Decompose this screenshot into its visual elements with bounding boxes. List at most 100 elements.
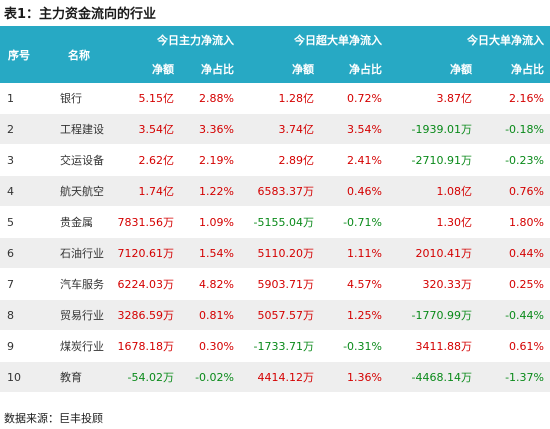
row-seq: 7 [0, 268, 40, 300]
table-row: 4 航天航空 1.74亿 1.22% 6583.37万 0.46% 1.08亿 0.76% [0, 175, 550, 207]
header-main-net-amount: 净额 [108, 54, 180, 83]
cell-super-large-net-amount: -1733.71万 [240, 330, 320, 362]
header-large-net-amount: 净额 [388, 54, 478, 83]
cell-super-large-net-amount: 5110.20万 [240, 237, 320, 269]
row-industry-name: 银行 [40, 83, 108, 114]
cell-large-net-ratio: 0.76% [478, 175, 550, 207]
cell-super-large-net-ratio: 1.11% [320, 237, 388, 269]
row-seq: 2 [0, 113, 40, 145]
row-seq: 10 [0, 361, 40, 393]
header-group-super-large-inflow: 今日超大单净流入 [240, 26, 388, 54]
row-seq: 6 [0, 237, 40, 269]
header-group-large-inflow: 今日大单净流入 [388, 26, 550, 54]
row-industry-name: 工程建设 [40, 113, 108, 145]
cell-super-large-net-amount: 4414.12万 [240, 361, 320, 393]
cell-main-net-ratio: 1.54% [180, 237, 240, 269]
table-row: 8 贸易行业 3286.59万 0.81% 5057.57万 1.25% -1770.99万… [0, 299, 550, 331]
cell-large-net-ratio: 0.44% [478, 237, 550, 269]
cell-large-net-amount: -1939.01万 [388, 113, 478, 145]
cell-super-large-net-ratio: 3.54% [320, 113, 388, 145]
cell-super-large-net-ratio: 1.36% [320, 361, 388, 393]
cell-large-net-ratio: -1.37% [478, 361, 550, 393]
header-name: 名称 [40, 26, 108, 83]
cell-super-large-net-amount: -5155.04万 [240, 206, 320, 238]
cell-super-large-net-ratio: -0.31% [320, 330, 388, 362]
cell-main-net-ratio: 2.19% [180, 144, 240, 176]
cell-large-net-amount: 3.87亿 [388, 83, 478, 114]
row-seq: 3 [0, 144, 40, 176]
cell-main-net-ratio: 1.22% [180, 175, 240, 207]
table-row: 6 石油行业 7120.61万 1.54% 5110.20万 1.11% 2010.41万 0… [0, 237, 550, 269]
header-large-net-ratio: 净占比 [478, 54, 550, 83]
cell-main-net-amount: 3286.59万 [108, 299, 180, 331]
cell-large-net-amount: -4468.14万 [388, 361, 478, 393]
cell-main-net-ratio: -0.02% [180, 361, 240, 393]
row-seq: 5 [0, 206, 40, 238]
cell-large-net-amount: -1770.99万 [388, 299, 478, 331]
data-source-note: 数据来源：巨丰投顾 [4, 412, 103, 425]
header-seq: 序号 [0, 26, 40, 83]
cell-super-large-net-amount: 5057.57万 [240, 299, 320, 331]
table-header-sub-row: 净额 净占比 净额 净占比 净额 净占比 [0, 54, 550, 83]
cell-large-net-amount: 3411.88万 [388, 330, 478, 362]
row-industry-name: 石油行业 [40, 237, 108, 269]
cell-super-large-net-amount: 1.28亿 [240, 83, 320, 114]
industry-fund-flow-table: 序号 名称 今日主力净流入 今日超大单净流入 今日大单净流入 净额 净占比 净额… [0, 26, 550, 393]
table-header-group-row: 序号 名称 今日主力净流入 今日超大单净流入 今日大单净流入 [0, 26, 550, 83]
cell-large-net-ratio: 1.80% [478, 206, 550, 238]
cell-main-net-ratio: 3.36% [180, 113, 240, 145]
table-row: 1 银行 5.15亿 2.88% 1.28亿 0.72% 3.87亿 2.16% [0, 83, 550, 114]
header-super-large-net-amount: 净额 [240, 54, 320, 83]
cell-main-net-amount: 2.62亿 [108, 144, 180, 176]
table-row: 2 工程建设 3.54亿 3.36% 3.74亿 3.54% -1939.01万 -0.18% [0, 113, 550, 145]
row-industry-name: 航天航空 [40, 175, 108, 207]
cell-super-large-net-ratio: 0.46% [320, 175, 388, 207]
cell-super-large-net-amount: 6583.37万 [240, 175, 320, 207]
cell-large-net-amount: 320.33万 [388, 268, 478, 300]
cell-large-net-ratio: -0.23% [478, 144, 550, 176]
cell-main-net-amount: 1678.18万 [108, 330, 180, 362]
cell-main-net-ratio: 1.09% [180, 206, 240, 238]
cell-super-large-net-ratio: 1.25% [320, 299, 388, 331]
cell-super-large-net-ratio: -0.71% [320, 206, 388, 238]
cell-large-net-amount: -2710.91万 [388, 144, 478, 176]
cell-main-net-ratio: 0.30% [180, 330, 240, 362]
row-industry-name: 汽车服务 [40, 268, 108, 300]
row-seq: 4 [0, 175, 40, 207]
table-row: 5 贵金属 7831.56万 1.09% -5155.04万 -0.71% 1.30亿 1.8… [0, 206, 550, 238]
cell-main-net-amount: -54.02万 [108, 361, 180, 393]
row-seq: 1 [0, 83, 40, 114]
cell-super-large-net-amount: 2.89亿 [240, 144, 320, 176]
cell-main-net-amount: 6224.03万 [108, 268, 180, 300]
cell-main-net-ratio: 0.81% [180, 299, 240, 331]
row-industry-name: 贵金属 [40, 206, 108, 238]
cell-large-net-ratio: 0.61% [478, 330, 550, 362]
row-seq: 8 [0, 299, 40, 331]
row-industry-name: 煤炭行业 [40, 330, 108, 362]
table-row: 9 煤炭行业 1678.18万 0.30% -1733.71万 -0.31% 3411.88… [0, 330, 550, 362]
cell-main-net-amount: 3.54亿 [108, 113, 180, 145]
cell-main-net-ratio: 4.82% [180, 268, 240, 300]
cell-super-large-net-amount: 3.74亿 [240, 113, 320, 145]
cell-super-large-net-amount: 5903.71万 [240, 268, 320, 300]
cell-large-net-amount: 1.08亿 [388, 175, 478, 207]
cell-main-net-amount: 7831.56万 [108, 206, 180, 238]
cell-main-net-ratio: 2.88% [180, 83, 240, 114]
cell-large-net-ratio: 2.16% [478, 83, 550, 114]
cell-main-net-amount: 7120.61万 [108, 237, 180, 269]
header-group-main-inflow: 今日主力净流入 [108, 26, 240, 54]
page-title: 表1：主力资金流向的行业 [4, 7, 157, 22]
cell-main-net-amount: 1.74亿 [108, 175, 180, 207]
cell-large-net-ratio: -0.44% [478, 299, 550, 331]
cell-super-large-net-ratio: 2.41% [320, 144, 388, 176]
cell-super-large-net-ratio: 0.72% [320, 83, 388, 114]
cell-large-net-amount: 2010.41万 [388, 237, 478, 269]
cell-super-large-net-ratio: 4.57% [320, 268, 388, 300]
table-row: 10 教育 -54.02万 -0.02% 4414.12万 1.36% -4468.14万 -… [0, 361, 550, 393]
row-industry-name: 教育 [40, 361, 108, 393]
table-body: 1 银行 5.15亿 2.88% 1.28亿 0.72% 3.87亿 2.16% 2 工程建设 3.… [0, 83, 550, 393]
cell-large-net-ratio: 0.25% [478, 268, 550, 300]
cell-large-net-amount: 1.30亿 [388, 206, 478, 238]
table-row: 7 汽车服务 6224.03万 4.82% 5903.71万 4.57% 320.33万 0.… [0, 268, 550, 300]
row-industry-name: 贸易行业 [40, 299, 108, 331]
